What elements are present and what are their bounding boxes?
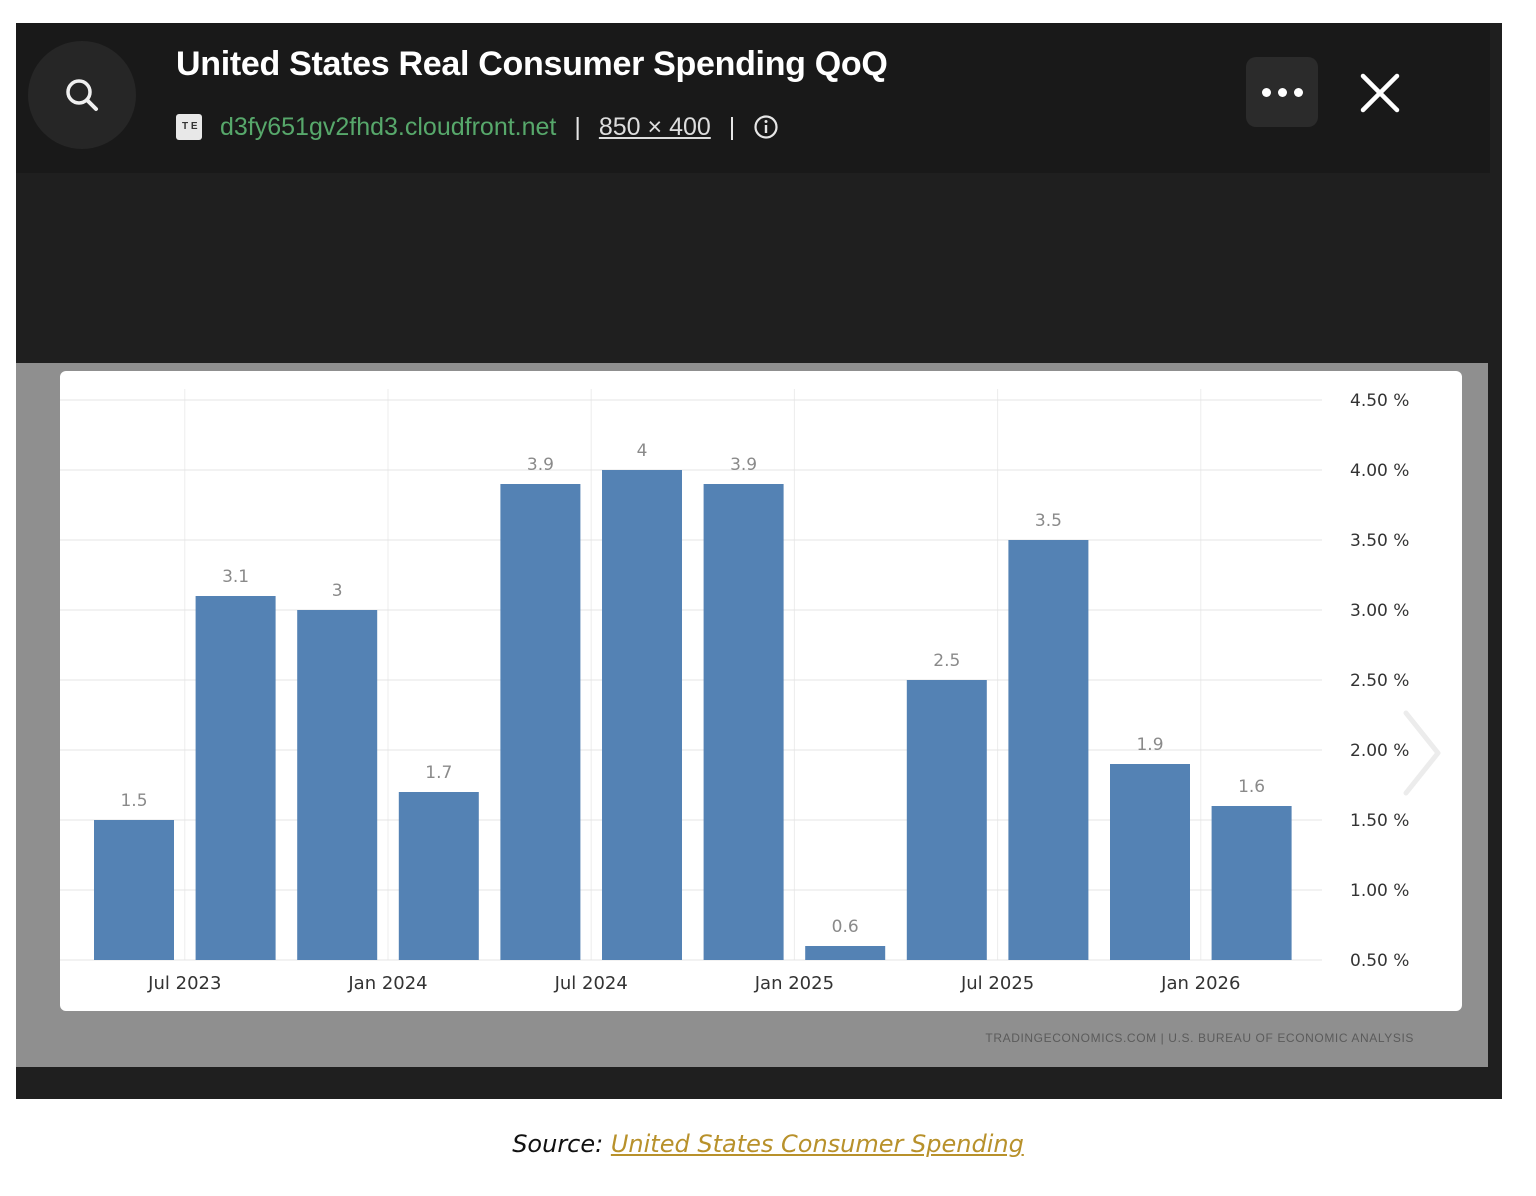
bar — [297, 610, 378, 960]
search-icon — [66, 79, 98, 111]
y-tick-label: 2.50 % — [1350, 671, 1409, 691]
data-label: 4 — [637, 441, 648, 461]
next-image-button[interactable] — [1396, 703, 1446, 803]
info-icon[interactable] — [753, 114, 779, 140]
bar — [703, 484, 784, 960]
source-domain-link[interactable]: d3fy651gv2fhd3.cloudfront.net — [220, 112, 557, 141]
data-label: 3.5 — [1035, 511, 1062, 531]
bar — [1110, 764, 1190, 960]
bar — [195, 596, 276, 960]
more-horizontal-icon — [1261, 87, 1271, 97]
data-label: 3.9 — [730, 455, 757, 475]
favicon-text: T E — [182, 121, 198, 132]
bar — [1211, 806, 1292, 960]
more-options-button[interactable] — [1246, 57, 1318, 127]
x-tick-label: Jul 2024 — [554, 973, 628, 994]
viewer-header: United States Real Consumer Spending QoQ… — [16, 23, 1490, 173]
x-tick-label: Jan 2024 — [347, 973, 427, 994]
caption-prefix: Source: — [512, 1130, 611, 1158]
bar — [1008, 540, 1089, 960]
x-tick-label: Jul 2023 — [147, 973, 221, 994]
caption-source-link[interactable]: United States Consumer Spending — [610, 1130, 1024, 1158]
bar — [500, 484, 581, 960]
data-label: 3.1 — [222, 567, 249, 587]
data-label: 1.9 — [1136, 735, 1163, 755]
data-label: 3.9 — [527, 455, 554, 475]
y-tick-label: 4.50 % — [1350, 391, 1409, 411]
bar — [805, 946, 886, 960]
bar-chart: 0.50 %1.00 %1.50 %2.00 %2.50 %3.00 %3.50… — [60, 389, 1409, 994]
y-tick-label: 3.50 % — [1350, 531, 1409, 551]
close-icon — [1360, 73, 1400, 113]
data-label: 1.7 — [425, 763, 452, 783]
x-tick-label: Jul 2025 — [960, 973, 1034, 994]
y-tick-label: 1.50 % — [1350, 811, 1409, 831]
image-title: United States Real Consumer Spending QoQ — [176, 45, 888, 83]
bar — [906, 680, 987, 960]
meta-separator: | — [574, 112, 581, 141]
y-tick-label: 4.00 % — [1350, 461, 1409, 481]
meta-separator: | — [728, 112, 736, 141]
y-tick-label: 3.00 % — [1350, 601, 1409, 621]
y-tick-label: 0.50 % — [1350, 951, 1409, 971]
data-label: 0.6 — [832, 917, 859, 937]
data-label: 1.6 — [1238, 777, 1265, 797]
chart-attribution: TRADINGECONOMICS.COM | U.S. BUREAU OF EC… — [985, 1031, 1414, 1045]
bar — [94, 820, 174, 960]
image-dimensions-link[interactable]: 850 × 400 — [598, 112, 711, 141]
bar — [398, 792, 479, 960]
chart-image: 0.50 % 1.00 % 1.50 % 2.00 % 2.50 % 3.00 % 3.50… — [60, 371, 1462, 1011]
data-label: 1.5 — [120, 791, 147, 811]
data-label: 2.5 — [933, 651, 960, 671]
image-caption: Source: United States Consumer Spending — [0, 1130, 1536, 1158]
y-tick-label: 1.00 % — [1350, 881, 1409, 901]
x-tick-label: Jan 2025 — [754, 973, 834, 994]
data-label: 3 — [332, 581, 343, 601]
bar — [602, 470, 682, 960]
search-button[interactable] — [28, 41, 136, 149]
site-favicon: T E — [176, 114, 202, 140]
image-preview-area: 0.50 % 1.00 % 1.50 % 2.00 % 2.50 % 3.00 % 3.50… — [16, 363, 1488, 1067]
y-tick-label: 2.00 % — [1350, 741, 1409, 761]
image-meta: T E d3fy651gv2fhd3.cloudfront.net | 850 … — [176, 110, 779, 144]
chevron-right-icon — [1403, 710, 1441, 796]
x-tick-label: Jan 2026 — [1160, 973, 1240, 994]
close-button[interactable] — [1352, 65, 1408, 121]
image-viewer-overlay: United States Real Consumer Spending QoQ… — [16, 23, 1502, 1099]
